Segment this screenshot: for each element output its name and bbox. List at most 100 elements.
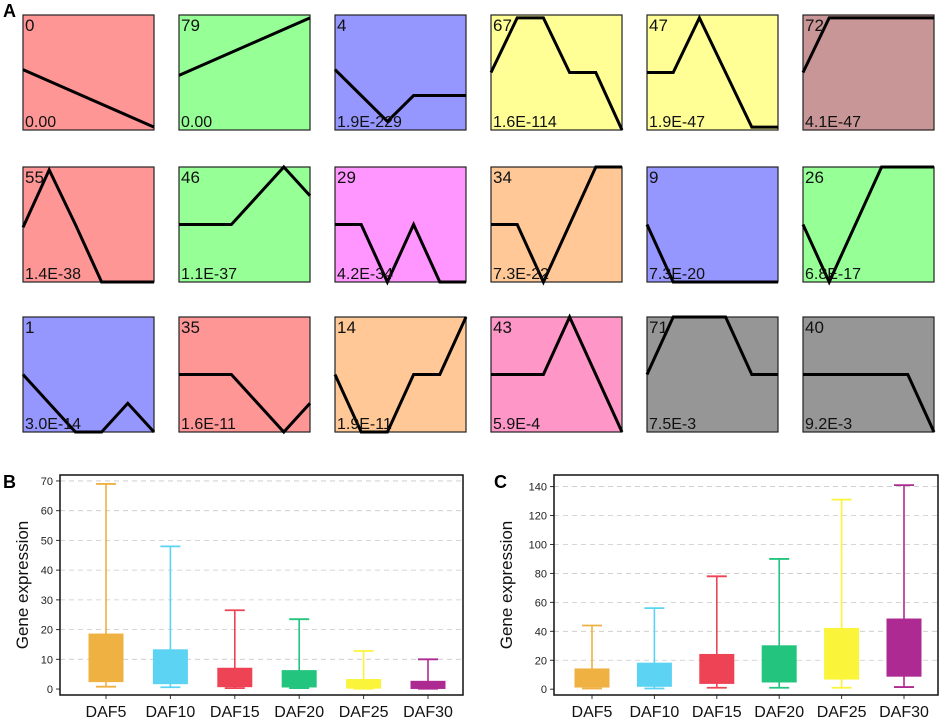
profile-line [335, 220, 466, 286]
y-tick-label: 70 [41, 476, 53, 488]
box-body [152, 649, 188, 685]
profile-pvalue-label: 5.9E-4 [493, 416, 540, 433]
profile-line [21, 166, 154, 284]
profile-tile-bg [334, 14, 467, 131]
y-tick-label: 10 [41, 654, 53, 666]
panel-label-c: C [494, 472, 507, 492]
profile-id-label: 47 [649, 16, 668, 35]
box-daf10 [152, 545, 188, 689]
profile-tile-72: 72 4.1E-47 [801, 14, 935, 131]
box-body [88, 633, 124, 683]
plot-area [554, 475, 938, 695]
y-tick-label: 60 [535, 597, 547, 609]
profile-line [801, 16, 934, 74]
profile-tile-71: 71 7.5E-3 [645, 315, 779, 433]
box-body [346, 679, 382, 689]
box-body [636, 662, 672, 687]
profile-pvalue-label: 6.8E-17 [805, 266, 861, 283]
profile-id-label: 35 [181, 318, 200, 337]
profile-line [801, 165, 934, 286]
box-daf25 [346, 650, 382, 690]
profile-line [645, 315, 778, 376]
profile-tile-67: 67 1.6E-114 [489, 14, 624, 131]
profile-pvalue-label: 7.5E-3 [649, 416, 696, 433]
profile-id-label: 29 [337, 168, 356, 187]
category-label: DAF25 [339, 704, 389, 720]
profile-id-label: 55 [25, 168, 44, 187]
y-axis-label: Gene expression [13, 521, 32, 650]
profile-pvalue-label: 1.1E-37 [181, 266, 237, 283]
profile-line [803, 373, 936, 433]
profile-tile-35: 35 1.6E-11 [178, 316, 312, 435]
box-daf15 [699, 575, 735, 689]
y-tick-label: 20 [535, 655, 547, 667]
category-label: DAF5 [86, 704, 127, 720]
category-label: DAF10 [630, 704, 680, 720]
profile-pvalue-label: 4.1E-47 [805, 114, 861, 131]
profile-grid: 00.00790.0041.9E-229671.6E-114471.9E-477… [21, 14, 936, 435]
category-label: DAF10 [146, 704, 196, 720]
profile-pvalue-label: 1.6E-114 [493, 114, 557, 131]
box-daf5 [574, 624, 610, 690]
y-tick-label: 140 [529, 482, 547, 494]
profile-line [647, 14, 778, 129]
profile-tile-14: 14 1.9E-11 [333, 316, 468, 434]
profile-id-label: 34 [493, 168, 512, 187]
y-tick-label: 120 [529, 511, 547, 523]
profile-pvalue-label: 1.9E-229 [337, 114, 402, 131]
box-daf20 [761, 558, 797, 689]
profile-id-label: 0 [25, 16, 34, 35]
profile-line [178, 16, 311, 77]
category-label: DAF30 [879, 704, 929, 720]
box-body [217, 667, 253, 688]
profile-tile-bg [646, 166, 779, 283]
profile-line [22, 68, 155, 129]
profile-tile-34: 34 7.3E-22 [490, 165, 623, 286]
profile-id-label: 26 [805, 168, 824, 187]
profile-pvalue-label: 1.6E-11 [181, 416, 236, 433]
box-body [886, 618, 922, 677]
box-daf10 [636, 607, 672, 690]
profile-line [489, 16, 624, 131]
y-tick-label: 0 [541, 684, 547, 696]
profile-line [21, 373, 156, 434]
profile-tile-1: 1 3.0E-14 [21, 316, 156, 434]
profile-tile-bg [802, 166, 935, 283]
boxplot-c: 0 20 40 60 80 100 120 140 DAF5 DAF10 DAF15 DAF20 DAF… [497, 474, 939, 720]
profile-id-label: 9 [649, 168, 658, 187]
profile-tile-40: 40 9.2E-3 [802, 316, 936, 433]
profile-pvalue-label: 0.00 [25, 114, 56, 131]
profile-tile-79: 790.00 [178, 14, 311, 131]
box-daf5 [88, 483, 124, 688]
profile-id-label: 71 [649, 318, 668, 337]
category-label: DAF15 [210, 704, 260, 720]
y-tick-label: 20 [41, 625, 53, 637]
profile-tile-bg [22, 14, 155, 131]
panel-label-b: B [3, 472, 16, 492]
profile-pvalue-label: 1.4E-38 [25, 266, 81, 283]
y-tick-label: 60 [41, 506, 53, 518]
box-body [574, 668, 610, 688]
profile-tile-43: 43 5.9E-4 [490, 313, 624, 433]
boxplot-b: 0 10 20 30 40 50 60 70 DAF5 DAF10 DAF15 DAF20 DAF25 D… [13, 474, 464, 720]
profile-tile-bg [22, 316, 155, 433]
box-body [410, 680, 446, 689]
profile-pvalue-label: 9.2E-3 [805, 416, 852, 433]
plot-area [60, 475, 463, 695]
category-label: DAF15 [692, 704, 742, 720]
profile-tile-0: 00.00 [22, 14, 155, 131]
profile-tile-26: 26 6.8E-17 [801, 165, 935, 286]
profile-id-label: 14 [337, 318, 356, 337]
y-tick-label: 50 [41, 535, 53, 547]
profile-line [179, 164, 312, 226]
y-tick-label: 100 [529, 539, 547, 551]
profile-tile-9: 9 7.3E-20 [645, 166, 779, 284]
box-body [761, 645, 797, 683]
category-label: DAF25 [817, 704, 867, 720]
profile-tile-4: 4 1.9E-229 [333, 14, 467, 131]
profile-pvalue-label: 7.3E-22 [493, 266, 549, 283]
profile-id-label: 1 [25, 318, 34, 337]
plot-frame [59, 474, 464, 696]
y-tick-label: 40 [41, 565, 53, 577]
